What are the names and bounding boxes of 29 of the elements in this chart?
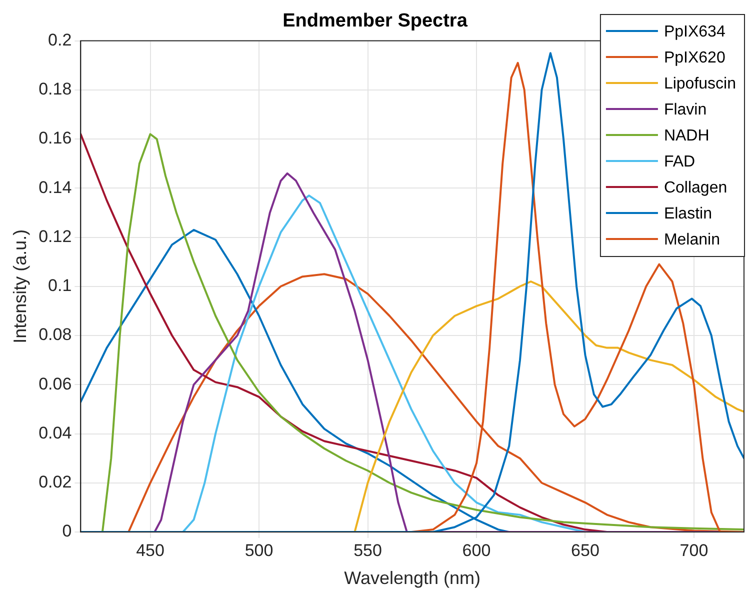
y-tick-label: 0.06: [38, 374, 72, 394]
x-tick-label: 450: [136, 540, 164, 560]
y-tick-label: 0.04: [38, 423, 72, 442]
y-tick-label: 0.16: [38, 128, 72, 148]
y-tick-label: 0.18: [38, 80, 72, 99]
y-axis-title: Intensity (a.u.): [10, 229, 30, 344]
legend-label: Collagen: [664, 179, 728, 196]
x-tick-label: 500: [244, 540, 274, 560]
x-tick-label: 550: [354, 540, 382, 560]
chart-title: Endmember Spectra: [282, 10, 468, 32]
legend-label: PpIX634: [664, 23, 726, 40]
legend-label: NADH: [664, 127, 710, 144]
y-tick-label: 0: [62, 522, 72, 541]
legend-label: Flavin: [664, 101, 707, 118]
x-axis-title: Wavelength (nm): [344, 568, 481, 588]
x-tick-label: 650: [571, 540, 600, 560]
y-tick-label: 0.2: [48, 30, 72, 50]
x-tick-label: 600: [462, 540, 491, 560]
legend-label: FAD: [664, 153, 696, 170]
y-tick-label: 0.14: [38, 178, 72, 197]
legend-label: PpIX620: [664, 49, 726, 66]
legend-label: Melanin: [664, 231, 720, 248]
y-tick-label: 0.08: [38, 325, 72, 344]
y-tick-label: 0.02: [38, 472, 72, 492]
y-tick-label: 0.1: [48, 276, 72, 296]
legend-label: Lipofuscin: [664, 75, 736, 92]
legend-label: Elastin: [664, 205, 712, 222]
x-tick-label: 700: [680, 540, 708, 560]
y-tick-label: 0.12: [38, 226, 72, 246]
